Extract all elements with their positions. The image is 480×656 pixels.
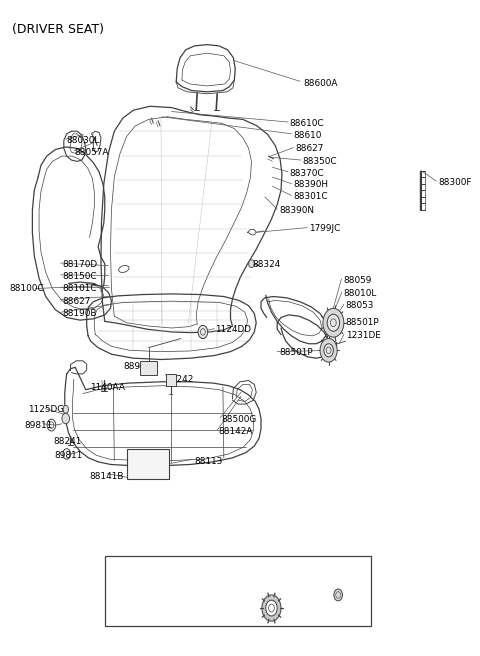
Text: 88170D: 88170D xyxy=(62,260,97,269)
Text: 88501P: 88501P xyxy=(346,318,379,327)
Circle shape xyxy=(334,589,342,601)
Text: 88627: 88627 xyxy=(295,144,324,154)
Text: 88057A: 88057A xyxy=(75,148,109,157)
Text: 88610: 88610 xyxy=(293,131,322,140)
Text: 1799JC: 1799JC xyxy=(309,224,340,234)
Text: 88059: 88059 xyxy=(343,276,372,285)
Text: 1124AA: 1124AA xyxy=(321,568,356,577)
Text: 89811: 89811 xyxy=(54,451,83,460)
Text: 88241: 88241 xyxy=(53,437,82,446)
Text: 89811: 89811 xyxy=(25,420,53,430)
Text: 88600A: 88600A xyxy=(304,79,338,89)
Text: 1339CC: 1339CC xyxy=(254,568,289,577)
Circle shape xyxy=(266,600,277,616)
Text: 14160B: 14160B xyxy=(121,568,155,577)
Text: 88142A: 88142A xyxy=(218,427,252,436)
Text: 1231DE: 1231DE xyxy=(346,331,381,340)
Text: 88141B: 88141B xyxy=(90,472,124,481)
Circle shape xyxy=(249,260,254,268)
Text: 1125DG: 1125DG xyxy=(28,405,64,414)
Circle shape xyxy=(323,308,344,337)
Text: 88242: 88242 xyxy=(166,375,194,384)
Text: 88627: 88627 xyxy=(62,297,90,306)
Bar xyxy=(127,449,168,479)
Text: 88100C: 88100C xyxy=(10,284,44,293)
Text: 88390N: 88390N xyxy=(279,206,314,215)
Text: 88610C: 88610C xyxy=(289,119,324,128)
Circle shape xyxy=(324,344,334,357)
Text: 88030L: 88030L xyxy=(67,136,100,145)
Text: 88501P: 88501P xyxy=(279,348,312,358)
Text: 88053: 88053 xyxy=(346,301,374,310)
Bar xyxy=(141,361,156,375)
Circle shape xyxy=(320,338,337,362)
Circle shape xyxy=(262,595,281,621)
Text: 1124DD: 1124DD xyxy=(215,325,251,335)
Text: 88101C: 88101C xyxy=(62,284,96,293)
Text: 1140AA: 1140AA xyxy=(91,383,125,392)
Text: (DRIVER SEAT): (DRIVER SEAT) xyxy=(12,23,104,36)
Circle shape xyxy=(327,314,339,331)
Text: 88370C: 88370C xyxy=(289,169,324,178)
Text: 88301C: 88301C xyxy=(293,192,328,201)
Text: 88970A: 88970A xyxy=(123,362,157,371)
Bar xyxy=(105,556,372,626)
Text: 88010L: 88010L xyxy=(344,289,377,298)
Circle shape xyxy=(62,413,70,424)
Text: 88350C: 88350C xyxy=(302,157,337,166)
Text: 88300F: 88300F xyxy=(438,178,472,187)
Text: 1249GA: 1249GA xyxy=(187,568,223,577)
Circle shape xyxy=(63,405,69,413)
Text: 88113: 88113 xyxy=(194,457,223,466)
Text: 88190B: 88190B xyxy=(62,309,96,318)
Text: 88324: 88324 xyxy=(252,260,281,269)
Bar xyxy=(166,374,176,386)
Text: 88150C: 88150C xyxy=(62,272,96,281)
Text: 88390H: 88390H xyxy=(293,180,328,190)
Circle shape xyxy=(198,325,208,338)
Text: 88500G: 88500G xyxy=(221,415,256,424)
